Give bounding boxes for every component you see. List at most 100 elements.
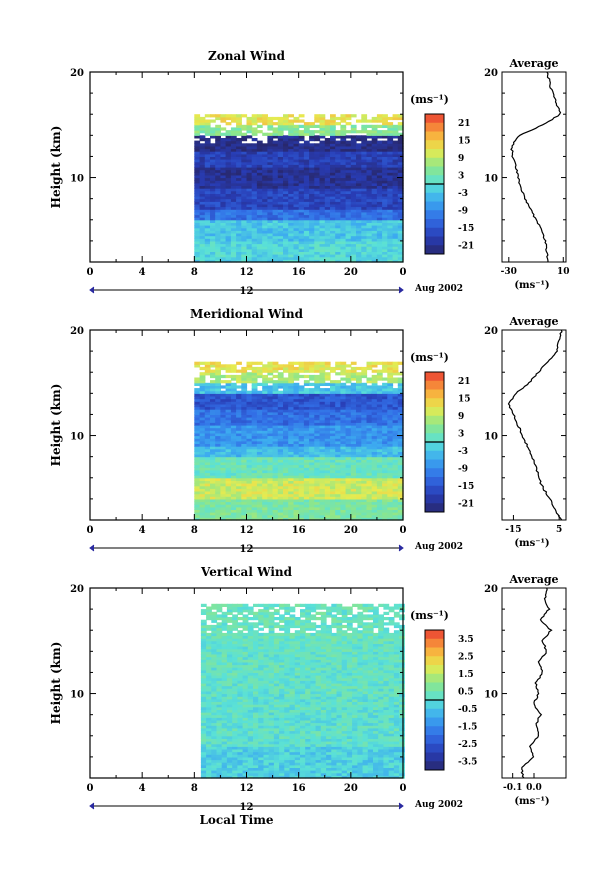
- heatmap-cell: [215, 506, 221, 510]
- heatmap-cell: [350, 504, 357, 508]
- heatmap-cell: [303, 256, 310, 260]
- heatmap-cell: [262, 464, 268, 468]
- heatmap-cell: [330, 177, 336, 181]
- heatmap-cell: [236, 243, 242, 247]
- heatmap-cell: [204, 164, 211, 168]
- heatmap-cell: [356, 196, 362, 200]
- heatmap-cell: [283, 448, 289, 452]
- heatmap-cell: [194, 169, 201, 173]
- heatmap-cell: [298, 374, 305, 379]
- heatmap-cell: [272, 246, 279, 250]
- heatmap-cell: [293, 206, 300, 210]
- heatmap-cell: [319, 440, 326, 444]
- heatmap-cell: [288, 406, 294, 410]
- heatmap-cell: [356, 222, 362, 226]
- heatmap-cell: [241, 227, 248, 231]
- heatmap-cell: [314, 411, 321, 415]
- heatmap-cell: [226, 704, 233, 708]
- heatmap-cell: [241, 172, 248, 176]
- heatmap-cell: [356, 504, 362, 508]
- heatmap-cell: [371, 396, 378, 400]
- heatmap-cell: [262, 233, 268, 237]
- heatmap-cell: [236, 185, 242, 189]
- heatmap-cell: [288, 219, 294, 223]
- heatmap-cell: [345, 153, 352, 157]
- heatmap-cell: [225, 438, 232, 442]
- heatmap-cell: [356, 177, 362, 181]
- heatmap-cell: [335, 193, 341, 197]
- heatmap-cell: [204, 209, 211, 213]
- heatmap-cell: [350, 472, 357, 476]
- heatmap-cell: [225, 177, 232, 181]
- heatmap-cell: [267, 401, 274, 405]
- heatmap-cell: [350, 372, 357, 376]
- heatmap-cell: [204, 496, 211, 500]
- heatmap-cell: [324, 432, 331, 437]
- heatmap-cell: [366, 491, 373, 495]
- heatmap-cell: [371, 174, 378, 179]
- heatmap-cell: [210, 414, 216, 418]
- heatmap-cell: [251, 206, 258, 210]
- heatmap-cell: [288, 398, 294, 402]
- heatmap-cell: [382, 177, 388, 181]
- heatmap-cell: [267, 246, 274, 250]
- heatmap-cell: [397, 488, 404, 492]
- heatmap-cell: [392, 411, 399, 415]
- heatmap-cell: [267, 198, 274, 202]
- heatmap-cell: [246, 498, 253, 503]
- heatmap-cell: [371, 246, 378, 250]
- heatmap-cell: [387, 469, 394, 474]
- heatmap-cell: [236, 488, 242, 492]
- heatmap-cell: [272, 504, 279, 508]
- heatmap-cell: [267, 119, 274, 123]
- heatmap-cell: [382, 169, 388, 173]
- heatmap-cell: [241, 219, 248, 223]
- heatmap-cell: [200, 770, 207, 774]
- heatmap-cell: [236, 517, 242, 521]
- heatmap-cell: [376, 448, 383, 452]
- heatmap-cell: [350, 390, 357, 394]
- heatmap-cell: [283, 238, 289, 242]
- heatmap-cell: [392, 174, 399, 179]
- heatmap-cell: [215, 206, 221, 210]
- heatmap-cell: [194, 454, 201, 458]
- heatmap-cell: [314, 467, 321, 471]
- heatmap-cell: [204, 464, 211, 468]
- heatmap-cell: [230, 248, 237, 252]
- heatmap-cell: [230, 198, 237, 202]
- heatmap-cell: [211, 712, 218, 716]
- heatmap-cell: [236, 417, 242, 421]
- heatmap-cell: [236, 198, 242, 202]
- heatmap-cell: [283, 377, 289, 381]
- heatmap-cell: [256, 491, 263, 495]
- heatmap-cell: [298, 419, 305, 423]
- heatmap-cell: [309, 156, 315, 160]
- heatmap-cell: [272, 193, 279, 197]
- heatmap-cell: [303, 401, 310, 405]
- heatmap-cell: [303, 509, 310, 513]
- heatmap-cell: [392, 206, 399, 210]
- heatmap-cell: [206, 685, 212, 689]
- heatmap-cell: [288, 464, 294, 468]
- heatmap-cell: [283, 180, 289, 184]
- heatmap-cell: [283, 396, 289, 400]
- heatmap-cell: [236, 398, 242, 402]
- heatmap-cell: [204, 475, 211, 479]
- heatmap-cell: [194, 467, 201, 471]
- heatmap-cell: [371, 464, 378, 468]
- heatmap-cell: [220, 414, 227, 418]
- heatmap-cell: [392, 443, 399, 447]
- heatmap-cell: [194, 422, 201, 426]
- heatmap-cell: [241, 248, 248, 252]
- heatmap-cell: [335, 496, 341, 500]
- heatmap-cell: [230, 483, 237, 487]
- heatmap-cell: [267, 185, 274, 189]
- heatmap-cell: [206, 640, 212, 644]
- profile-y-tick-label: 10: [484, 174, 498, 185]
- heatmap-cell: [309, 251, 315, 255]
- heatmap-cell: [230, 477, 237, 481]
- heatmap-cell: [251, 456, 258, 460]
- heatmap-cell: [361, 193, 368, 197]
- heatmap-cell: [309, 403, 315, 408]
- heatmap-cell: [236, 235, 242, 239]
